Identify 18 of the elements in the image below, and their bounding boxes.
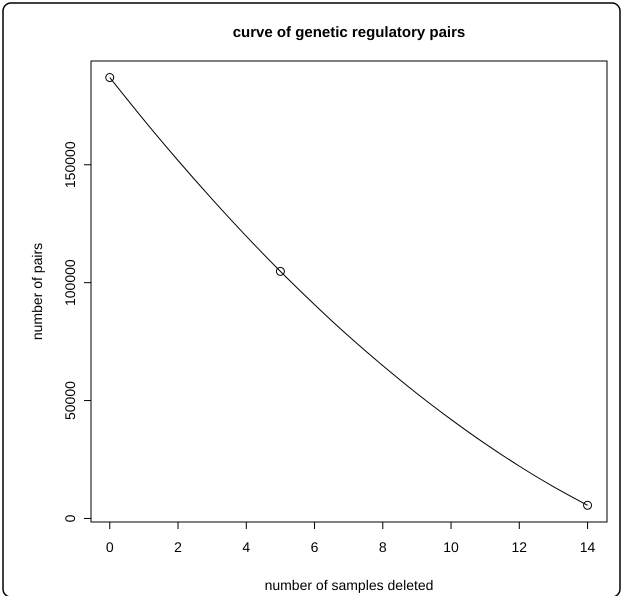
point — [105, 73, 114, 82]
chart-title: curve of genetic regulatory pairs — [232, 24, 466, 41]
y-tick-label: 100000 — [62, 259, 78, 306]
point — [583, 500, 592, 510]
y-tick-label: 150000 — [62, 141, 78, 188]
x-tick-label: 6 — [310, 539, 319, 555]
x-axis-title: number of samples deleted — [264, 577, 434, 593]
y-axis-title: number of pairs — [29, 242, 45, 340]
x-tick-label: 0 — [106, 539, 114, 555]
y-tick-label: 0 — [62, 514, 78, 522]
x-tick-label: 10 — [443, 539, 460, 555]
x-tick-label: 14 — [580, 539, 596, 555]
point — [276, 266, 285, 276]
x-tick-label: 12 — [512, 539, 528, 555]
x-tick-label: 4 — [242, 539, 250, 555]
y-tick-label: 50000 — [62, 380, 78, 420]
x-tick-label: 8 — [378, 539, 387, 555]
x-tick-label: 2 — [174, 539, 182, 555]
